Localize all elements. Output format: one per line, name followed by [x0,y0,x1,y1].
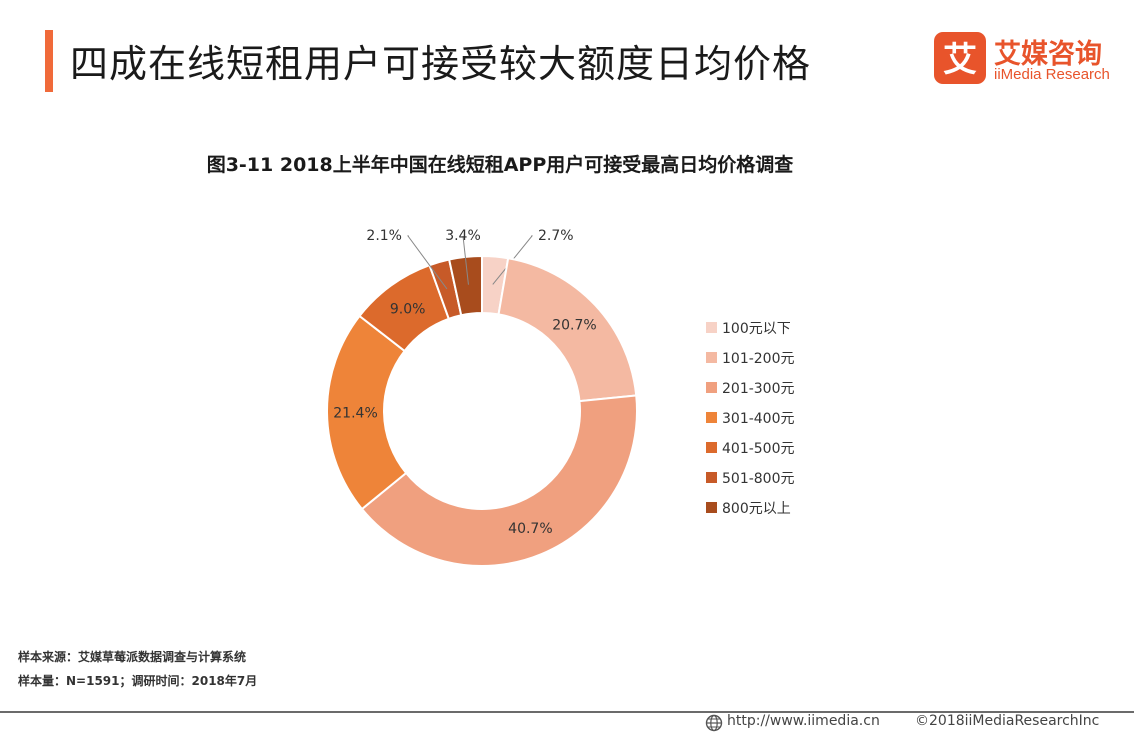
brand-name-en: iiMedia Research [994,66,1110,83]
slice-label: 2.1% [366,228,402,244]
slice-label: 3.4% [445,228,481,244]
legend-label: 800元以上 [722,501,791,517]
slice-label: 9.0% [390,302,426,318]
slice-800元以上 [447,254,483,317]
brand-name: 艾媒咨询 [994,39,1102,70]
legend-label: 100元以下 [722,321,791,337]
legend-label: 301-400元 [722,411,795,427]
slice-label: 20.7% [552,318,596,334]
legend-label: 101-200元 [722,351,795,367]
leader-line [462,235,469,285]
globe-icon [705,714,723,732]
legend-swatch [706,322,717,333]
footer-divider [0,711,1134,713]
legend-swatch [706,472,717,483]
slice-301-400元 [326,314,408,511]
brand-logo: 艾 艾媒咨询 iiMedia Research [934,32,1119,84]
slice-label: 40.7% [508,521,552,537]
title-accent-bar [45,30,53,92]
chart-title: 图3-11 2018上半年中国在线短租APP用户可接受最高日均价格调查 [206,154,794,176]
slice-label: 2.7% [538,228,574,244]
page-title: 四成在线短租用户可接受较大额度日均价格 [70,42,812,86]
logo-glyph: 艾 [943,40,977,80]
copyright-text: ©2018iiMediaResearchInc [915,713,1100,729]
legend-swatch [706,352,717,363]
slice-201-300元 [360,394,638,567]
legend-label: 401-500元 [722,441,795,457]
logo-mark-icon: 艾 [934,32,986,84]
legend-label: 501-800元 [722,471,795,487]
leader-line [407,235,448,290]
website-link[interactable]: http://www.iimedia.cn [727,713,880,729]
legend-swatch [706,442,717,453]
legend-label: 201-300元 [722,381,795,397]
slice-label: 21.4% [333,406,377,422]
source-note: 样本来源：艾媒草莓派数据调查与计算系统 [18,650,247,664]
sample-note: 样本量：N=1591；调研时间：2018年7月 [18,674,258,688]
legend-swatch [706,502,717,513]
legend-swatch [706,412,717,423]
legend-swatch [706,382,717,393]
